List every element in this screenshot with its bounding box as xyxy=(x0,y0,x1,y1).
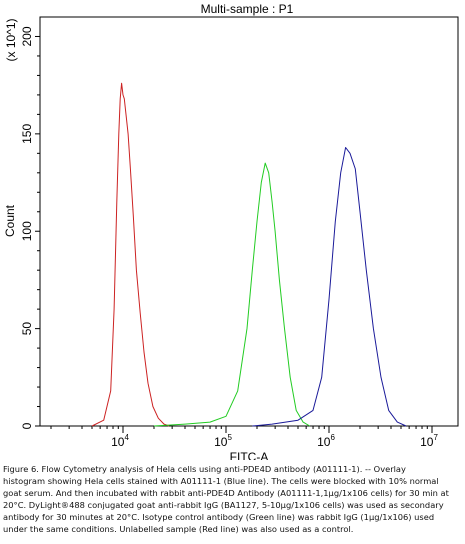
y-tick-label: 150 xyxy=(20,124,34,144)
figure-caption: Figure 6. Flow Cytometry analysis of Hel… xyxy=(0,460,465,544)
chart-title: Multi-sample : P1 xyxy=(201,2,294,16)
caption-line: histogram showing Hela cells stained wit… xyxy=(3,475,439,486)
y-tick-label: 100 xyxy=(20,221,34,241)
chart-axes xyxy=(35,16,459,433)
histogram-series-line xyxy=(153,162,310,427)
caption-line: under the same conditions. Unlabelled sa… xyxy=(3,523,354,534)
caption-line: 20°C. DyLight®488 conjugated goat anti-r… xyxy=(3,499,444,510)
y-axis-label: Count xyxy=(3,204,17,237)
x-axis-label: FITC-A xyxy=(230,450,269,460)
x-tick-label: 106 xyxy=(317,433,335,449)
y-scale-multiplier: (x 10^1) xyxy=(4,19,18,62)
caption-line: goat serum. And then incubated with rabb… xyxy=(3,487,449,498)
y-tick-label: 200 xyxy=(20,26,34,46)
x-tick-label: 105 xyxy=(214,433,232,449)
caption-line: antibody for 30 minutes at 20°C. Isotype… xyxy=(3,511,435,522)
chart-labels: 104 105 106 107 0 50 100 150 200 Multi-sample : P… xyxy=(3,2,438,460)
chart-series xyxy=(91,82,407,427)
x-tick-label: 107 xyxy=(420,433,438,449)
plot-frame xyxy=(39,16,459,427)
caption-line: Figure 6. Flow Cytometry analysis of Hel… xyxy=(3,464,406,474)
y-tick-label: 50 xyxy=(20,322,34,336)
flow-cytometry-histogram: 104 105 106 107 0 50 100 150 200 Multi-sample : P… xyxy=(3,2,459,460)
x-tick-label: 104 xyxy=(111,433,129,449)
histogram-series-line xyxy=(252,147,407,427)
y-tick-label: 0 xyxy=(20,422,34,429)
histogram-series-line xyxy=(91,82,170,427)
